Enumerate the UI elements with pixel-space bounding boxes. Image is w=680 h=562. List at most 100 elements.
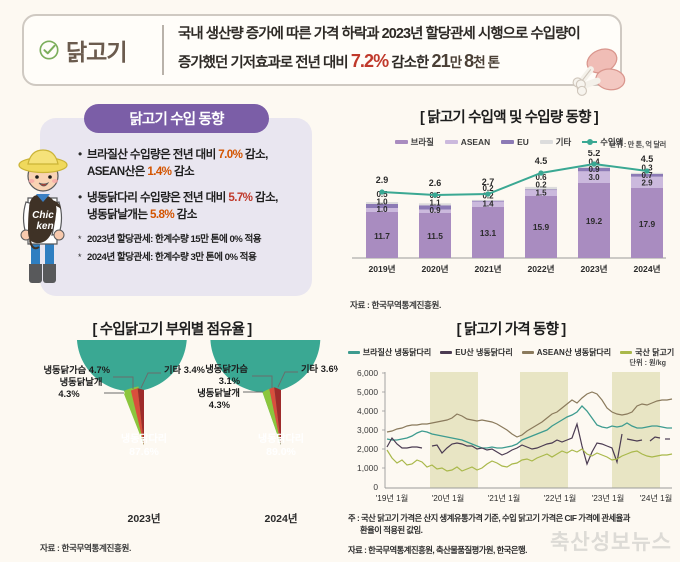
import-value-volume-plot: 11.7 1.0 1.0 0.5 2019년 11.5 0.9 1.1 0.5 … (352, 150, 666, 274)
svg-text:0.2: 0.2 (482, 184, 494, 193)
chart-unit-import-value: 단위 : 만 톤, 억 달러 (609, 140, 667, 149)
legend-label-domestic: 국산 닭고기 (635, 348, 675, 357)
bar-brazil-2022 (525, 196, 557, 258)
svg-text:0.9: 0.9 (429, 206, 441, 215)
legend-swatch-brazil (394, 140, 408, 144)
svg-text:1.1: 1.1 (429, 199, 441, 208)
bullet-dot: • (78, 190, 83, 205)
chicken-price-chart: [ 닭고기 가격 동향 ] 브라질산 냉동닭다리 EU산 냉동닭다리 ASEAN… (344, 318, 678, 562)
pie-2024-slice-wing (262, 388, 281, 445)
pie-2023-label-other: 기타 3.4% (164, 364, 206, 375)
bullet-asean-pct: 1.4% (147, 165, 172, 179)
header-man-unit: 만 (449, 55, 465, 71)
bar-other-2019 (366, 202, 398, 204)
pie-2024-label-wing-1: 냉동닭날개 (197, 387, 240, 398)
chart-source-import-value: 자료 : 한국무역통계진흥원. (350, 300, 441, 310)
legend-item-other: 기타 (539, 136, 571, 148)
bar-asean-2021 (472, 201, 504, 207)
bullet-brazil-text: 브라질산 수입량은 전년 대비 7.0% 감소, ASEAN산은 1.4% 감소 (87, 146, 268, 180)
legend-swatch-domestic (620, 351, 633, 354)
svg-text:17.9: 17.9 (639, 219, 656, 229)
svg-text:1.0: 1.0 (376, 205, 388, 214)
price-band-2 (520, 372, 568, 488)
pie-2023-year: 2023년 (127, 512, 160, 525)
svg-text:1.4: 1.4 (482, 200, 494, 209)
svg-text:0.6: 0.6 (535, 173, 547, 182)
pie-2024-slice-breast (269, 387, 281, 445)
legend-label-eu-leg: EU산 냉동닭다리 (455, 348, 513, 357)
bullet-leg-pct: 5.7% (228, 191, 253, 205)
bullet-brazil-seg1: 브라질산 수입량은 전년 대비 (87, 148, 219, 161)
svg-text:2.9: 2.9 (376, 175, 389, 185)
chart-note-price: 주 : 국산 닭고기 가격은 산지 생계유통가격 기준, 수입 닭고기 가격은 … (348, 512, 678, 536)
header-title-group: 닭고기 (24, 33, 162, 67)
bullet-brazil-pct: 7.0% (218, 148, 243, 161)
pie-2024-center-label2: 89.0% (266, 446, 296, 458)
header-summary-line2: 증가했던 기저효과로 전년 대비 7.2% 감소한 21만 8천 톤 (178, 47, 580, 77)
chart-unit-price: 단위 : 원/kg (629, 358, 666, 367)
pie-2024-label-other: 기타 3.6% (301, 363, 338, 374)
chart-source-import-share: 자료 : 한국무역통계진흥원. (40, 543, 131, 553)
bullet-wing-pct: 5.8% (150, 208, 175, 222)
chart-legend-price: 브라질산 냉동닭다리 EU산 냉동닭다리 ASEAN산 냉동닭다리 국산 닭고기 (344, 347, 678, 358)
chicken-price-plot: 6,000 5,000 4,000 3,000 2,000 1,000 0 (357, 368, 673, 503)
page-title: 닭고기 (66, 39, 127, 65)
pie-2023-label-wing-2: 4.3% (58, 389, 80, 399)
bullet-brazil-seg3: 감소, (242, 148, 268, 161)
bar-eu-2022 (525, 189, 557, 191)
bullet-tariff-2023: * 2023년 할당관세: 한계수량 15만 톤에 0% 적용 (78, 233, 318, 247)
bullet-dot: * (78, 233, 82, 244)
legend-label-brazil: 브라질 (410, 137, 434, 147)
svg-text:19.2: 19.2 (586, 216, 603, 226)
svg-text:4,000: 4,000 (357, 406, 378, 416)
svg-text:ken: ken (36, 221, 53, 232)
svg-text:15.9: 15.9 (533, 222, 550, 232)
legend-swatch-import-value (582, 138, 598, 146)
import-value-volume-chart: [ 닭고기 수입액 및 수입량 동향 ] 브라질 ASEAN EU 기타 수입액 (344, 104, 674, 310)
bar-eu-2020 (419, 205, 451, 210)
bullet-wing-seg3: 감소 (174, 208, 198, 222)
legend-label-eu: EU (517, 137, 529, 147)
import-share-pies: 냉동닭다리 87.6% 2023년 냉동닭가슴 4.7% 냉동닭날개 4.3% … (43, 340, 338, 525)
legend-swatch-asean-leg (521, 351, 534, 354)
bullet-leg-seg1: 냉동닭다리 수입량은 전년 대비 (87, 191, 229, 205)
pie-2024-center-label1: 냉동닭다리 (258, 432, 304, 445)
import-trend-panel (40, 118, 312, 296)
bar-asean-2019 (366, 208, 398, 212)
legend-label-import-value: 수입액 (600, 137, 624, 147)
svg-text:4.5: 4.5 (535, 156, 548, 166)
header-num2: 8 (464, 51, 474, 72)
chart-note-price-line2: 환율이 적용된 값임. (360, 524, 423, 535)
legend-item-eu-leg: EU산 냉동닭다리 (440, 347, 513, 358)
svg-text:1.5: 1.5 (535, 189, 547, 198)
svg-text:0.9: 0.9 (588, 165, 600, 174)
chart-title-import-share: [ 수입닭고기 부위별 점유율 ] (92, 322, 253, 338)
legend-item-asean-leg: ASEAN산 냉동닭다리 (521, 347, 611, 358)
pie-2023-label-breast: 냉동닭가슴 4.7% (43, 364, 110, 375)
legend-swatch-brazil-leg (347, 351, 360, 354)
chart-title-import-value: [ 닭고기 수입액 및 수입량 동향 ] (420, 110, 599, 126)
legend-label-brazil-leg: 브라질산 냉동닭다리 (362, 348, 432, 357)
svg-text:2.9: 2.9 (641, 179, 653, 188)
svg-text:2022년: 2022년 (527, 263, 554, 274)
pie-2023-center-label1: 냉동닭다리 (121, 432, 167, 445)
svg-text:1.0: 1.0 (376, 198, 388, 207)
legend-item-import-value: 수입액 (582, 136, 623, 148)
bullet-leg-wing-text: 냉동닭다리 수입량은 전년 대비 5.7% 감소, 냉동닭날개는 5.8% 감소 (87, 189, 278, 223)
bar-other-2023 (578, 166, 610, 168)
svg-text:'24년 1월: '24년 1월 (640, 493, 673, 503)
header-divider (162, 25, 164, 75)
svg-text:3.0: 3.0 (588, 173, 600, 182)
chart-note-price-line1: 주 : 국산 닭고기 가격은 산지 생계유통가격 기준, 수입 닭고기 가격은 … (348, 512, 630, 523)
header-banner: 닭고기 국내 생산량 증가에 따른 가격 하락과 2023년 할당관세 시행으로… (22, 14, 626, 96)
check-circle-icon (39, 40, 59, 60)
header-line2-b: 감소한 (388, 55, 432, 72)
bar-eu-2021 (472, 200, 504, 202)
legend-item-domestic: 국산 닭고기 (620, 347, 674, 358)
svg-text:'21년 1월: '21년 1월 (488, 493, 521, 503)
bullet-dot: • (78, 147, 83, 161)
legend-swatch-eu-leg (440, 351, 453, 354)
legend-item-brazil-leg: 브라질산 냉동닭다리 (347, 347, 432, 358)
svg-text:0.3: 0.3 (641, 164, 653, 173)
